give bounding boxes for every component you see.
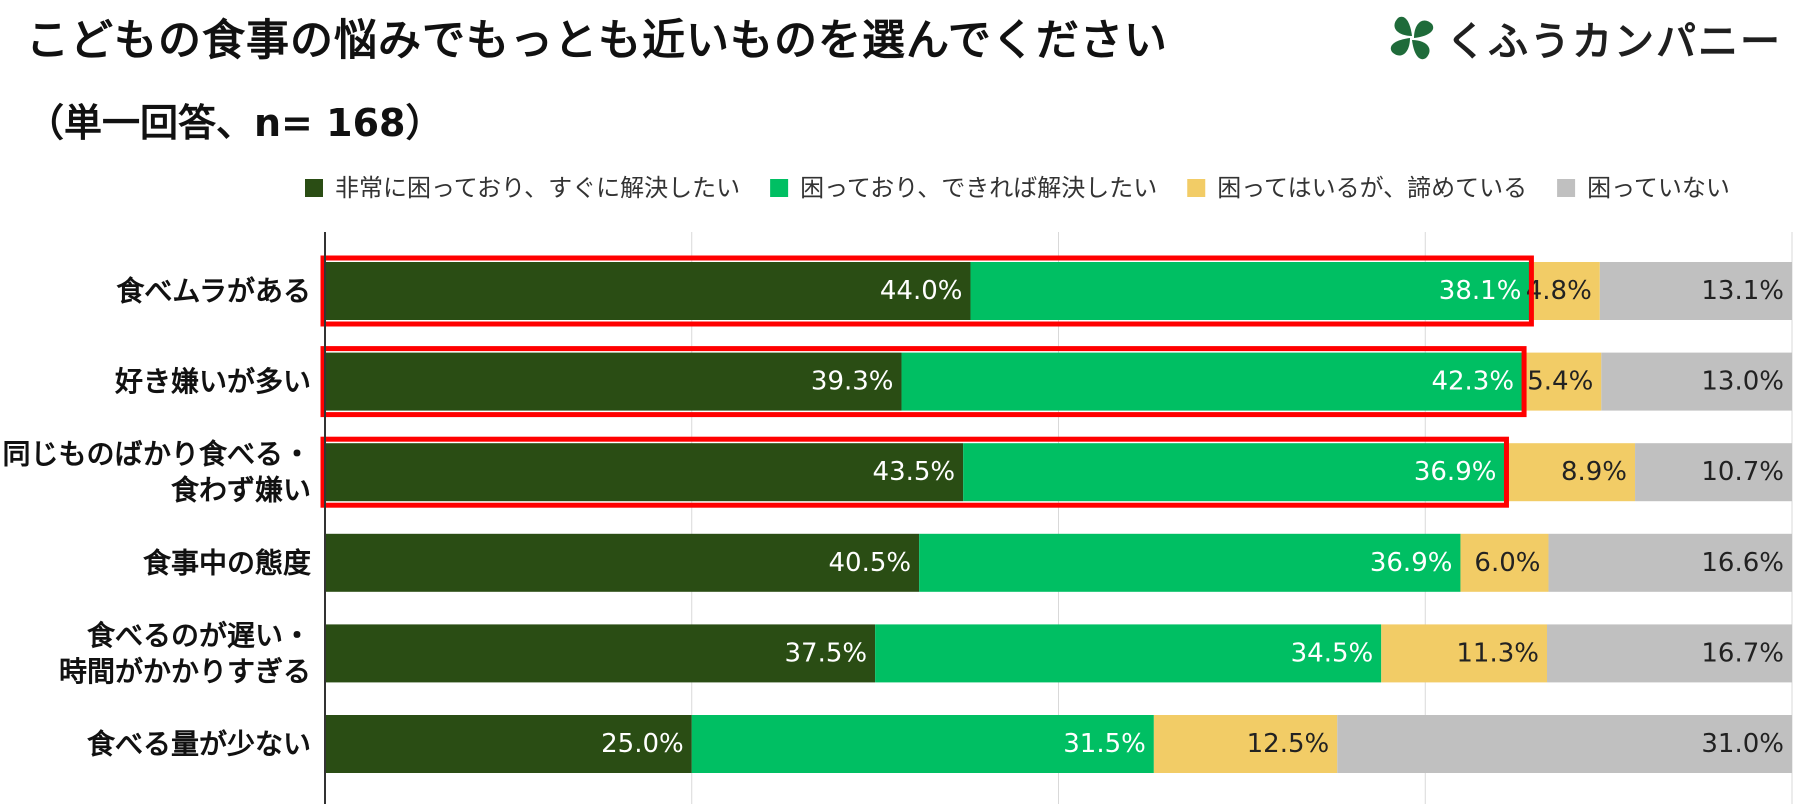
data-label: 43.5% (873, 457, 956, 487)
chart-subtitle: （単一回答、n= 168） (26, 101, 444, 145)
highlight-box (320, 346, 1527, 418)
bar-segment (1599, 262, 1792, 320)
bar-segment (875, 624, 1382, 683)
highlight-box (320, 436, 1509, 508)
bar-segment (1337, 715, 1792, 773)
category-label: 好き嫌いが多い (114, 365, 311, 398)
data-label: 31.0% (1701, 729, 1784, 759)
data-label: 10.7% (1701, 457, 1784, 487)
bar-segment (901, 352, 1523, 411)
data-label: 4.8% (1526, 276, 1592, 306)
bar-segment (1153, 715, 1338, 773)
legend-swatch (1187, 179, 1206, 197)
bar-segment (325, 443, 964, 502)
bar-segment (1504, 443, 1636, 502)
data-label: 16.6% (1701, 548, 1784, 578)
data-label: 16.7% (1701, 638, 1784, 668)
bar-segment (970, 262, 1530, 320)
bar-segment (1381, 624, 1548, 683)
highlight-box (320, 255, 1534, 327)
brand-name: くふうカンパニー (1446, 19, 1782, 65)
data-label: 13.1% (1701, 276, 1784, 306)
data-label: 34.5% (1291, 638, 1374, 668)
bar-segment (1460, 533, 1549, 592)
data-label: 38.1% (1439, 276, 1522, 306)
data-label: 6.0% (1474, 548, 1540, 578)
category-label: 時間がかかりすぎる (59, 655, 311, 688)
data-label: 13.0% (1701, 367, 1784, 397)
bar-segment (1529, 262, 1600, 320)
bar-segment (1635, 443, 1792, 502)
data-label: 36.9% (1370, 548, 1453, 578)
legend-label-1: 非常に困っており、すぐに解決したい (335, 174, 740, 202)
category-label: 食わず嫌い (171, 474, 311, 507)
bar-segment (325, 533, 920, 592)
data-label: 36.9% (1414, 457, 1497, 487)
data-label: 42.3% (1431, 367, 1514, 397)
category-label: 食べる量が少ない (87, 728, 311, 761)
bar-segment (919, 533, 1461, 592)
category-label: 食べムラがある (116, 275, 311, 308)
data-label: 25.0% (601, 729, 684, 759)
data-label: 12.5% (1247, 729, 1330, 759)
data-label: 37.5% (785, 638, 868, 668)
legend-swatch (1557, 179, 1576, 197)
data-label: 31.5% (1063, 729, 1146, 759)
legend-label-2: 困っており、できれば解決したい (800, 174, 1157, 202)
data-label: 8.9% (1561, 457, 1627, 487)
data-label: 11.3% (1456, 638, 1539, 668)
category-label: 食事中の態度 (143, 546, 311, 579)
clover-leaf-icon (1390, 16, 1434, 60)
data-label: 44.0% (880, 276, 963, 306)
bar-segment (1601, 352, 1792, 411)
legend-label-4: 困っていない (1587, 174, 1730, 202)
bar-segment (963, 443, 1505, 502)
data-label: 39.3% (811, 367, 894, 397)
bar-segment (1548, 533, 1792, 592)
bar-segment (325, 624, 876, 683)
legend-swatch (305, 179, 323, 197)
bar-segment (1547, 624, 1792, 683)
bar-segment (325, 715, 692, 773)
data-label: 40.5% (829, 548, 912, 578)
bar-segment (325, 262, 971, 320)
bar-segment (691, 715, 1154, 773)
brand-logo: くふうカンパニー (1386, 10, 1782, 66)
category-label: 同じものばかり食べる・ (2, 438, 311, 471)
category-label: 食べるのが遅い・ (87, 619, 311, 652)
bar-segment (1522, 352, 1602, 411)
data-label: 5.4% (1527, 367, 1593, 397)
legend-label-3: 困ってはいるが、諦めている (1217, 174, 1527, 202)
legend-swatch (770, 179, 789, 197)
chart-title: こどもの食事の悩みでもっとも近いものを選んでください (26, 16, 1168, 66)
bar-segment (325, 352, 902, 411)
